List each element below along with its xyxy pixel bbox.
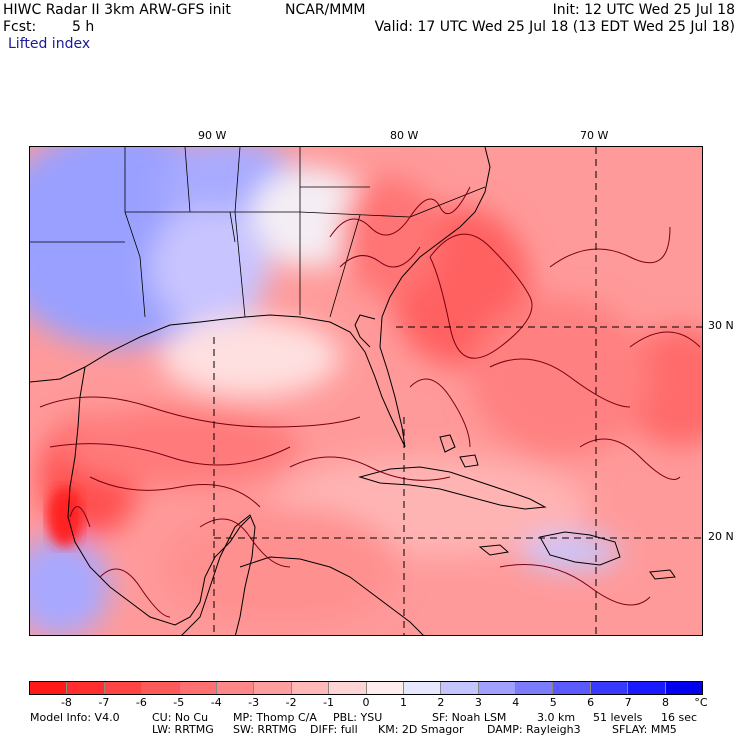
colorbar-tick-label: -1 [323, 696, 335, 709]
footer-pbl: PBL: YSU [333, 711, 383, 724]
contours [39, 186, 701, 618]
colorbar-swatch [329, 682, 367, 694]
colorbar-tick-label: 0 [362, 696, 370, 709]
colorbar [29, 681, 703, 695]
footer-model-info: Model Info: V4.0 [30, 711, 120, 724]
colorbar-tick-label: 3 [474, 696, 482, 709]
valid-time: Valid: 17 UTC Wed 25 Jul 18 (13 EDT Wed … [374, 19, 735, 35]
model-title: HIWC Radar II 3km ARW-GFS init [3, 2, 231, 18]
colorbar-tick-label: -8 [60, 696, 72, 709]
forecast-value: 5 h [72, 19, 95, 35]
footer-sflay: SFLAY: MM5 [612, 723, 677, 736]
footer-lw: LW: RRTMG [152, 723, 214, 736]
colorbar-tick-label: -3 [248, 696, 260, 709]
colorbar-tick-label: 6 [587, 696, 595, 709]
lat-label-30n: 30 N [708, 319, 734, 332]
colorbar-tick-label: -2 [285, 696, 297, 709]
graticule [213, 147, 702, 635]
colorbar-swatch [104, 682, 143, 694]
colorbar-tick-label: 5 [549, 696, 557, 709]
footer-res: 3.0 km [537, 711, 576, 724]
lon-label-80w: 80 W [390, 129, 419, 142]
colorbar-tick-label: -6 [135, 696, 147, 709]
colorbar-unit: °C [694, 696, 708, 709]
footer-km: KM: 2D Smagor [378, 723, 464, 736]
init-time: Init: 12 UTC Wed 25 Jul 18 [552, 2, 735, 18]
colorbar-tick-label: -5 [173, 696, 185, 709]
colorbar-swatch [67, 682, 105, 694]
colorbar-swatch [216, 682, 255, 694]
colorbar-swatch [553, 682, 591, 694]
colorbar-swatch [590, 682, 629, 694]
colorbar-swatch [516, 682, 554, 694]
footer-diff: DIFF: full [310, 723, 358, 736]
map-canvas [30, 147, 702, 635]
lifted-index-map [29, 146, 703, 636]
colorbar-swatch [142, 682, 180, 694]
colorbar-tick-label: -7 [98, 696, 110, 709]
footer-cu: CU: No Cu [152, 711, 209, 724]
colorbar-swatch [291, 682, 330, 694]
colorbar-tick-label: 8 [662, 696, 670, 709]
lon-label-90w: 90 W [198, 129, 227, 142]
colorbar-swatch [254, 682, 292, 694]
colorbar-tick-label: -4 [210, 696, 222, 709]
coastlines [30, 147, 676, 635]
colorbar-tick-label: 7 [624, 696, 632, 709]
colorbar-tick-label: 1 [399, 696, 407, 709]
colorbar-swatch [179, 682, 217, 694]
state-borders [30, 147, 486, 318]
footer-sf: SF: Noah LSM [432, 711, 507, 724]
field-name: Lifted index [8, 36, 91, 52]
forecast-label: Fcst: [3, 19, 37, 35]
colorbar-swatch [628, 682, 666, 694]
lat-label-20n: 20 N [708, 530, 734, 543]
colorbar-tick-label: 4 [512, 696, 520, 709]
footer-mp: MP: Thomp C/A [233, 711, 317, 724]
footer-levels: 51 levels [593, 711, 643, 724]
org-label: NCAR/MMM [285, 2, 366, 18]
lon-label-70w: 70 W [580, 129, 609, 142]
footer-sw: SW: RRTMG [233, 723, 297, 736]
footer-timestep: 16 sec [661, 711, 698, 724]
footer-damp: DAMP: Rayleigh3 [487, 723, 581, 736]
colorbar-tick-label: 2 [437, 696, 445, 709]
colorbar-swatch [665, 682, 703, 694]
colorbar-swatch [441, 682, 479, 694]
colorbar-swatch [403, 682, 442, 694]
colorbar-swatch [366, 682, 404, 694]
colorbar-swatch [478, 682, 517, 694]
colorbar-swatch [30, 682, 68, 694]
